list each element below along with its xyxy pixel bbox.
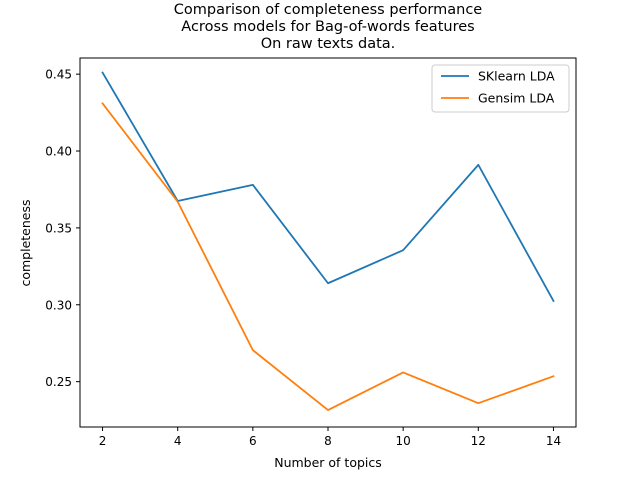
x-tick-label: 12 — [471, 434, 486, 448]
y-tick-label: 0.30 — [45, 298, 72, 312]
x-tick-label: 2 — [99, 434, 107, 448]
legend-label-gensim-lda: Gensim LDA — [478, 91, 555, 106]
y-tick-label: 0.40 — [45, 145, 72, 159]
x-tick-label: 10 — [396, 434, 411, 448]
x-tick-label: 6 — [249, 434, 257, 448]
chart-title-line-1: Comparison of completeness performance — [174, 2, 483, 18]
x-tick-label: 4 — [174, 434, 182, 448]
y-tick-label: 0.25 — [45, 375, 72, 389]
x-tick-label: 8 — [324, 434, 332, 448]
y-tick-label: 0.45 — [45, 68, 72, 82]
legend: SKlearn LDA Gensim LDA — [432, 65, 569, 112]
y-tick-label: 0.35 — [45, 221, 72, 235]
x-tick-label: 14 — [546, 434, 561, 448]
chart-title-line-3: On raw texts data. — [261, 36, 396, 52]
y-axis-label: completeness — [18, 199, 33, 286]
legend-label-sklearn-lda: SKlearn LDA — [478, 69, 555, 84]
x-axis-label: Number of topics — [274, 455, 382, 470]
chart-title-line-2: Across models for Bag-of-words features — [181, 19, 474, 35]
